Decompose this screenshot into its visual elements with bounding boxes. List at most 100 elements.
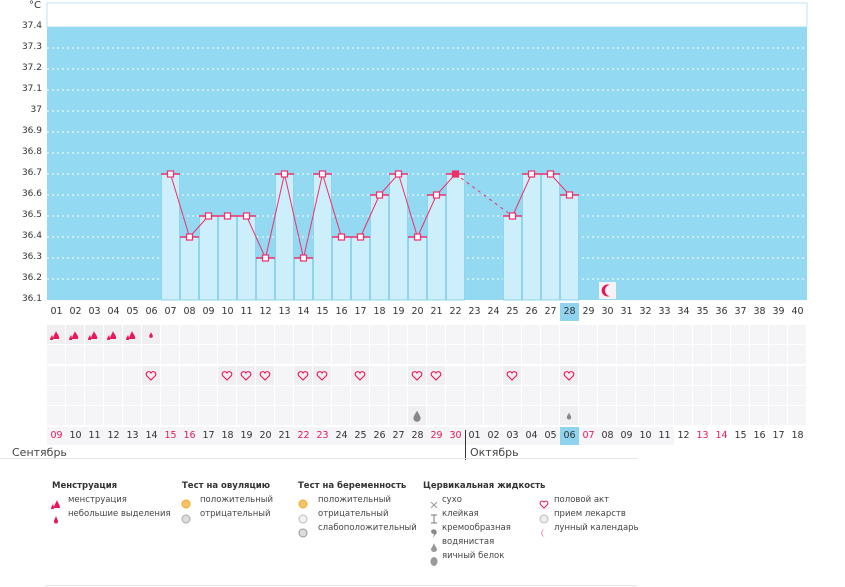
cycle-day-label[interactable]: 26 <box>525 306 538 317</box>
cervical-fluid-cell[interactable] <box>769 406 787 425</box>
calendar-date[interactable]: 16 <box>753 430 766 441</box>
calendar-date[interactable]: 14 <box>142 427 161 445</box>
intercourse-cell[interactable] <box>256 366 274 385</box>
calendar-date[interactable]: 15 <box>161 427 180 445</box>
menstruation-cell[interactable] <box>446 325 464 344</box>
cervical-fluid-cell[interactable] <box>351 406 369 425</box>
intercourse-cell[interactable] <box>313 366 331 385</box>
calendar-date[interactable]: 24 <box>332 427 351 445</box>
menstruation-cell[interactable] <box>541 325 559 344</box>
cervical-fluid-cell[interactable] <box>522 406 540 425</box>
ovulation-test-cell[interactable] <box>636 345 654 364</box>
pregnancy-test-cell[interactable] <box>750 386 768 405</box>
pregnancy-test-cell[interactable] <box>522 386 540 405</box>
calendar-date[interactable]: 11 <box>655 427 674 445</box>
cycle-day-label[interactable]: 35 <box>696 306 709 317</box>
cervical-fluid-cell[interactable] <box>218 406 236 425</box>
cycle-day-label[interactable]: 24 <box>487 306 500 317</box>
intercourse-cell[interactable] <box>351 366 369 385</box>
menstruation-cell[interactable] <box>85 325 103 344</box>
menstruation-cell[interactable] <box>750 325 768 344</box>
calendar-date[interactable]: 17 <box>772 430 785 441</box>
calendar-date[interactable]: 26 <box>370 427 389 445</box>
menstruation-cell[interactable] <box>674 325 692 344</box>
menstruation-cell[interactable] <box>389 325 407 344</box>
pregnancy-test-cell[interactable] <box>218 386 236 405</box>
menstruation-cell[interactable] <box>294 325 312 344</box>
intercourse-cell[interactable] <box>560 366 578 385</box>
menstruation-cell[interactable] <box>579 325 597 344</box>
cycle-day-label[interactable]: 09 <box>202 306 215 317</box>
menstruation-cell[interactable] <box>180 325 198 344</box>
cervical-fluid-cell[interactable] <box>161 406 179 425</box>
menstruation-cell[interactable] <box>427 325 445 344</box>
menstruation-cell[interactable] <box>123 325 141 344</box>
cervical-fluid-cell[interactable] <box>389 406 407 425</box>
cycle-day-label[interactable]: 19 <box>392 306 405 317</box>
cervical-fluid-cell[interactable] <box>85 406 103 425</box>
cycle-day-label[interactable]: 01 <box>50 306 63 317</box>
ovulation-test-cell[interactable] <box>788 345 806 364</box>
menstruation-cell[interactable] <box>332 325 350 344</box>
calendar-date[interactable]: 12 <box>104 427 123 445</box>
pregnancy-test-cell[interactable] <box>370 386 388 405</box>
pregnancy-test-cell[interactable] <box>541 386 559 405</box>
calendar-date[interactable]: 13 <box>696 430 709 441</box>
menstruation-cell[interactable] <box>47 325 65 344</box>
intercourse-cell[interactable] <box>123 366 141 385</box>
ovulation-test-cell[interactable] <box>465 345 483 364</box>
intercourse-cell[interactable] <box>731 366 749 385</box>
intercourse-cell[interactable] <box>598 366 616 385</box>
cycle-day-label[interactable]: 17 <box>354 306 367 317</box>
menstruation-cell[interactable] <box>218 325 236 344</box>
calendar-date[interactable]: 22 <box>294 427 313 445</box>
cycle-day-label[interactable]: 20 <box>411 306 424 317</box>
menstruation-cell[interactable] <box>598 325 616 344</box>
cervical-fluid-cell[interactable] <box>66 406 84 425</box>
cervical-fluid-cell[interactable] <box>712 406 730 425</box>
ovulation-test-cell[interactable] <box>218 345 236 364</box>
cycle-day-label[interactable]: 03 <box>88 306 101 317</box>
ovulation-test-cell[interactable] <box>522 345 540 364</box>
cycle-day-label[interactable]: 12 <box>259 306 272 317</box>
pregnancy-test-cell[interactable] <box>560 386 578 405</box>
calendar-date[interactable]: 12 <box>677 430 690 441</box>
cervical-fluid-cell[interactable] <box>332 406 350 425</box>
cervical-fluid-cell[interactable] <box>560 406 578 425</box>
ovulation-test-cell[interactable] <box>351 345 369 364</box>
menstruation-cell[interactable] <box>769 325 787 344</box>
pregnancy-test-cell[interactable] <box>351 386 369 405</box>
intercourse-cell[interactable] <box>693 366 711 385</box>
intercourse-cell[interactable] <box>104 366 122 385</box>
calendar-date[interactable]: 19 <box>237 427 256 445</box>
pregnancy-test-cell[interactable] <box>617 386 635 405</box>
cervical-fluid-cell[interactable] <box>104 406 122 425</box>
cycle-day-label[interactable]: 30 <box>601 306 614 317</box>
cycle-day-label[interactable]: 31 <box>620 306 633 317</box>
cycle-day-label[interactable]: 32 <box>639 306 652 317</box>
ovulation-test-cell[interactable] <box>142 345 160 364</box>
pregnancy-test-cell[interactable] <box>655 386 673 405</box>
calendar-date[interactable]: 03 <box>503 427 522 445</box>
pregnancy-test-cell[interactable] <box>275 386 293 405</box>
pregnancy-test-cell[interactable] <box>465 386 483 405</box>
pregnancy-test-cell[interactable] <box>636 386 654 405</box>
ovulation-test-cell[interactable] <box>712 345 730 364</box>
ovulation-test-cell[interactable] <box>47 345 65 364</box>
menstruation-cell[interactable] <box>161 325 179 344</box>
cycle-day-label[interactable]: 14 <box>297 306 310 317</box>
cycle-day-label[interactable]: 07 <box>164 306 177 317</box>
menstruation-cell[interactable] <box>617 325 635 344</box>
intercourse-cell[interactable] <box>655 366 673 385</box>
menstruation-cell[interactable] <box>408 325 426 344</box>
calendar-date[interactable]: 14 <box>715 430 728 441</box>
pregnancy-test-cell[interactable] <box>161 386 179 405</box>
ovulation-test-cell[interactable] <box>275 345 293 364</box>
pregnancy-test-cell[interactable] <box>731 386 749 405</box>
cycle-day-label[interactable]: 40 <box>791 306 804 317</box>
menstruation-cell[interactable] <box>693 325 711 344</box>
ovulation-test-cell[interactable] <box>313 345 331 364</box>
cervical-fluid-cell[interactable] <box>256 406 274 425</box>
cervical-fluid-cell[interactable] <box>142 406 160 425</box>
menstruation-cell[interactable] <box>237 325 255 344</box>
